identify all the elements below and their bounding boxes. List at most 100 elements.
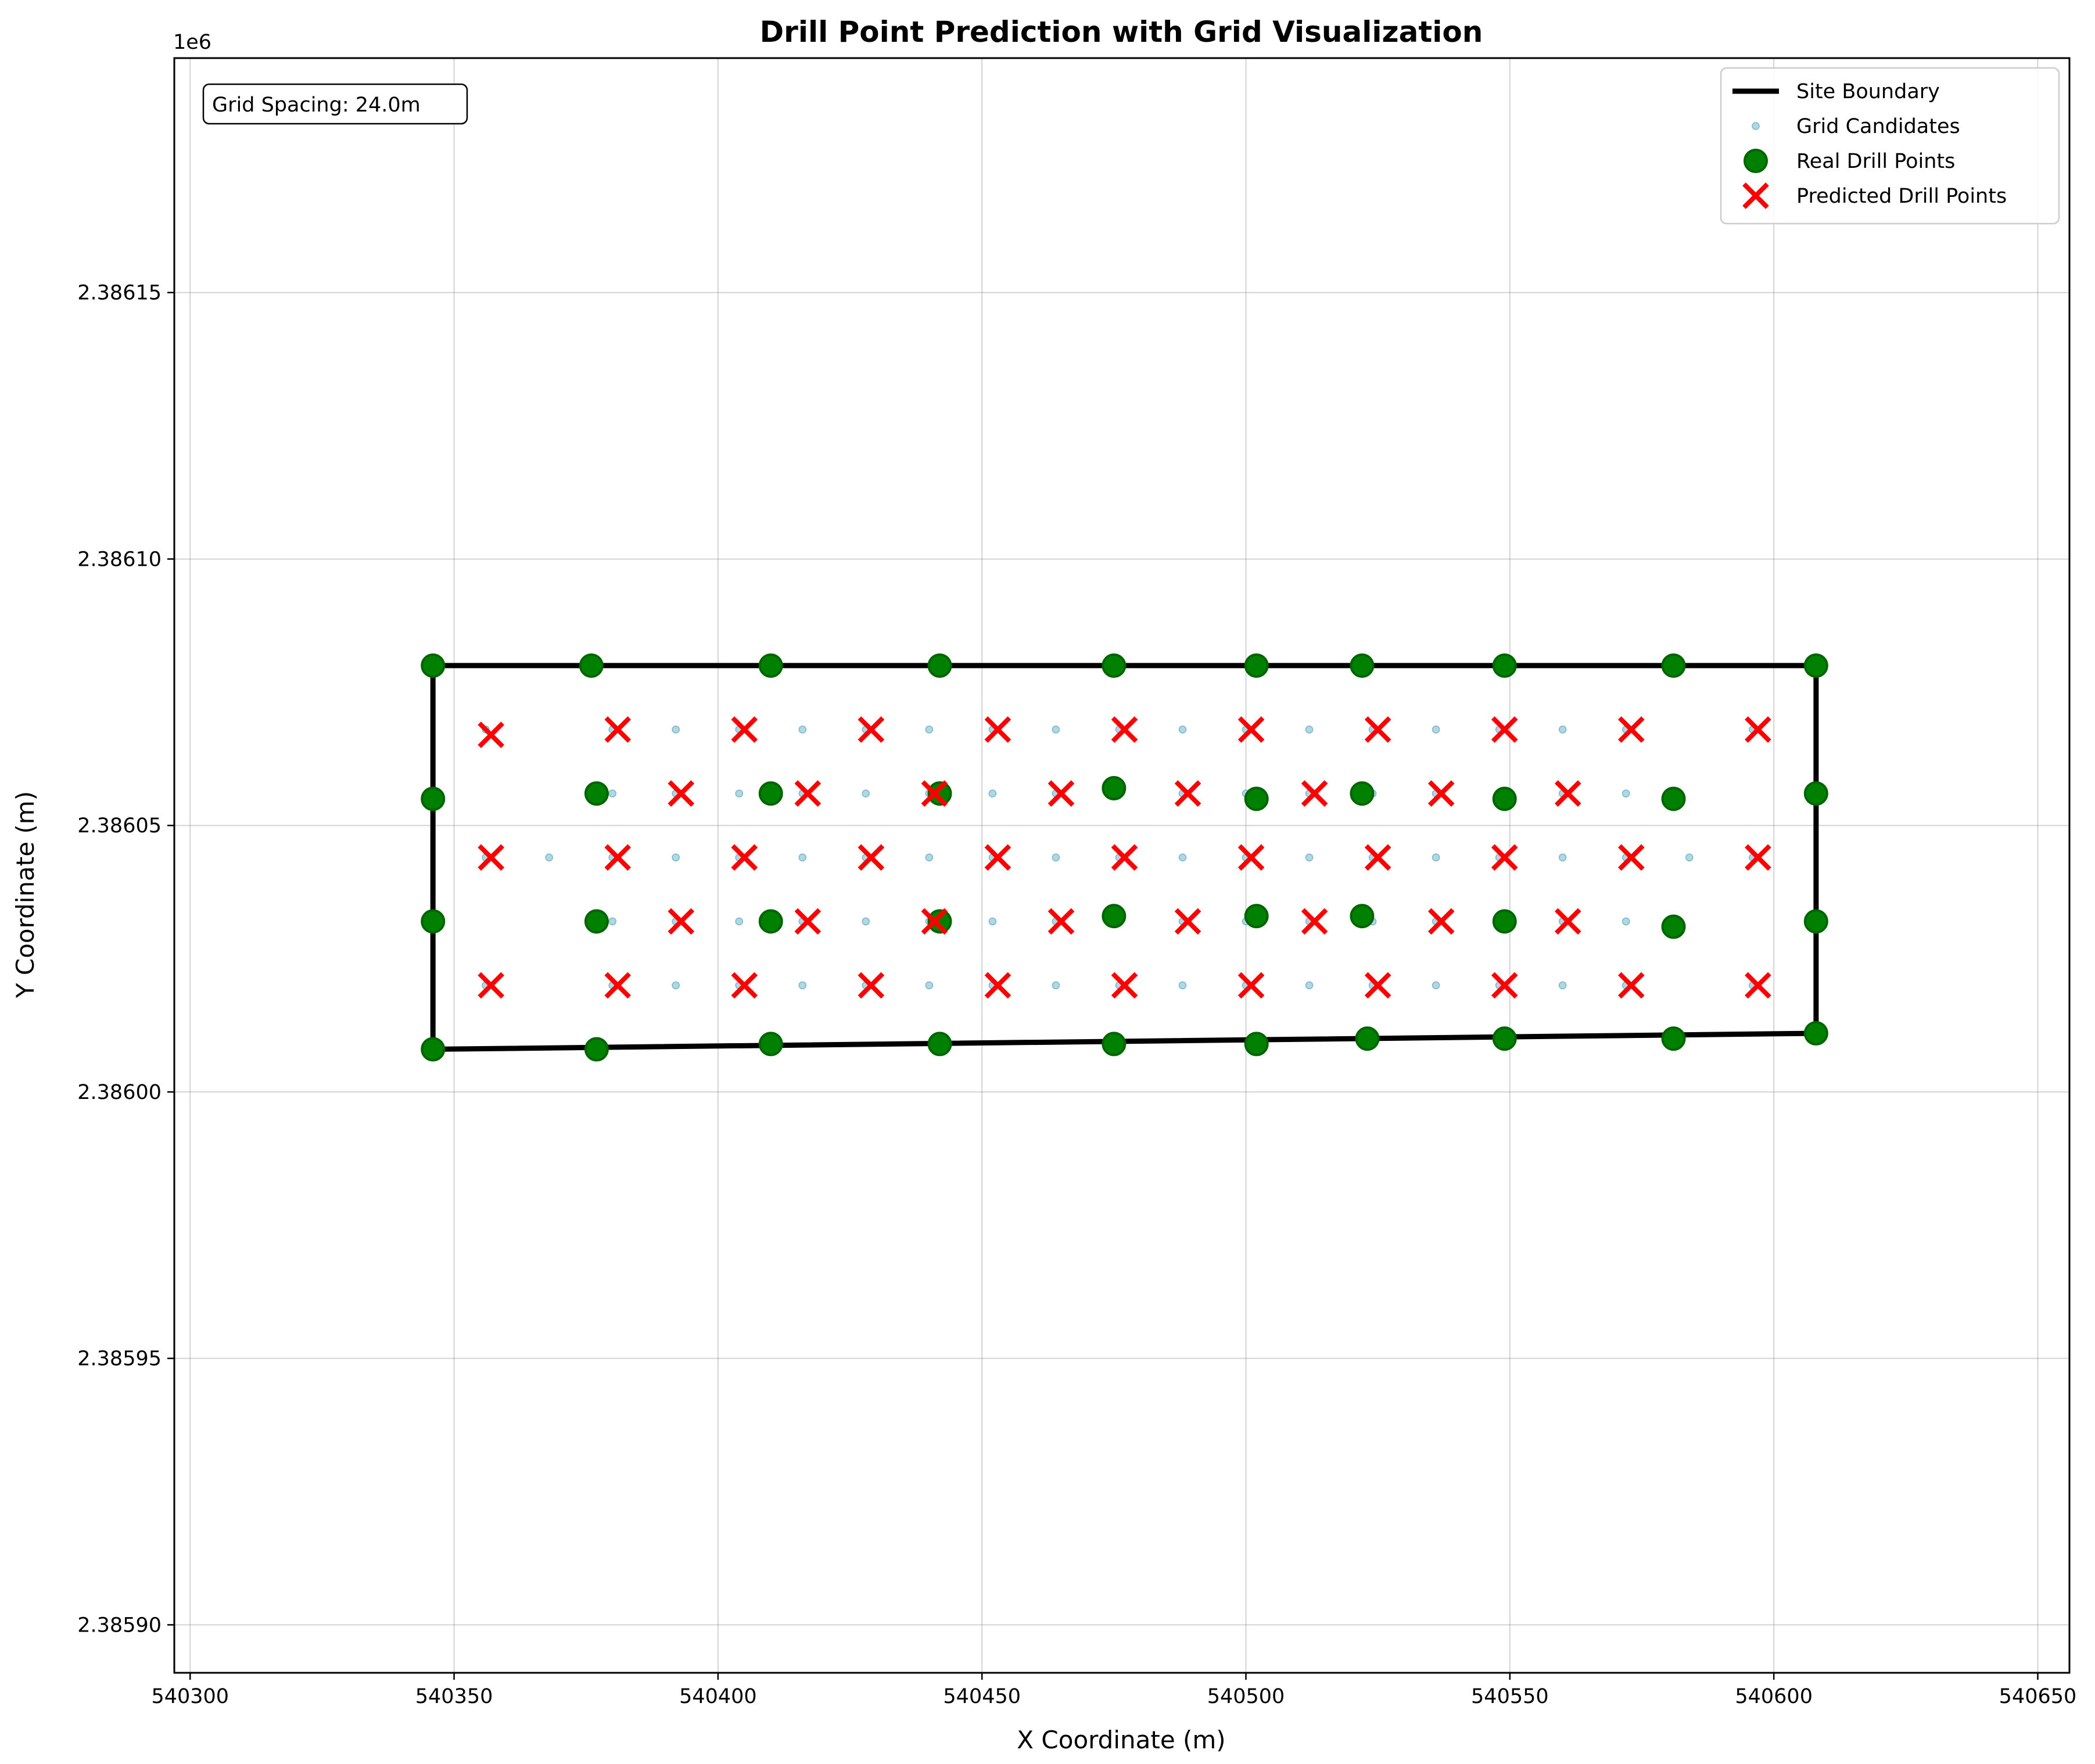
x-tick-label: 540350	[415, 1685, 493, 1708]
predicted-mark-stroke	[984, 716, 1011, 743]
grid-candidate-point	[862, 789, 870, 797]
real-drill-point	[758, 781, 783, 806]
predicted-drill-point	[1745, 716, 1771, 743]
predicted-mark-stroke	[604, 844, 632, 871]
predicted-drill-point	[1554, 780, 1581, 807]
grid-candidate-point	[1558, 981, 1567, 990]
predicted-mark-stroke	[794, 908, 822, 935]
real-drill-point	[1803, 653, 1828, 678]
predicted-mark-stroke	[478, 844, 505, 871]
grid-candidate-point	[672, 853, 680, 861]
x-tick-label: 540500	[1207, 1685, 1285, 1708]
predicted-mark-stroke	[1111, 972, 1138, 999]
y-tick-label: 2.38615	[77, 282, 162, 305]
predicted-mark-stroke	[921, 780, 948, 807]
grid-candidate-point	[1432, 981, 1440, 990]
x-tick-label: 540400	[679, 1685, 757, 1708]
predicted-mark-stroke	[1237, 972, 1265, 999]
real-drill-point	[927, 653, 952, 678]
grid-candidate-point	[672, 725, 680, 734]
real-drill-point	[1244, 1032, 1269, 1057]
predicted-mark-stroke	[1491, 844, 1518, 871]
predicted-mark-stroke	[1237, 844, 1265, 871]
predicted-drill-point	[478, 844, 505, 871]
predicted-drill-point	[858, 844, 885, 871]
predicted-mark-stroke	[1364, 844, 1391, 871]
real-drill-point	[584, 909, 609, 934]
grid-candidate-point	[1558, 853, 1567, 861]
x-tick-label: 540450	[943, 1685, 1021, 1708]
predicted-mark-stroke	[1174, 908, 1201, 935]
grid-candidate-point	[1052, 853, 1060, 861]
real-drill-point	[1244, 904, 1269, 929]
grid-spacing-annotation: Grid Spacing: 24.0m	[202, 83, 468, 125]
predicted-mark-stroke	[1301, 780, 1328, 807]
grid-candidate-point	[798, 725, 807, 734]
x-tick-label: 540650	[1999, 1685, 2077, 1708]
x-tick-label: 540550	[1471, 1685, 1549, 1708]
predicted-mark-stroke	[1364, 972, 1391, 999]
legend-predicted-stroke	[1742, 182, 1769, 209]
predicted-mark-stroke	[794, 780, 822, 807]
real-drill-point	[927, 781, 952, 806]
predicted-mark-stroke	[1427, 908, 1455, 935]
grid-candidate-point	[1052, 725, 1060, 734]
grid-candidate-point	[1432, 853, 1440, 861]
grid-candidate-point	[988, 917, 997, 926]
predicted-mark-stroke	[1301, 908, 1328, 935]
x-tick-label: 540600	[1735, 1685, 1813, 1708]
predicted-mark-stroke	[1048, 780, 1075, 807]
real-drill-point	[1102, 775, 1127, 800]
grid-candidate-point	[1432, 725, 1440, 734]
grid-candidate-point	[1622, 917, 1630, 926]
predicted-drill-point	[1237, 716, 1265, 743]
predicted-drill-point	[1237, 972, 1265, 999]
legend-label: Grid Candidates	[1796, 115, 1960, 138]
real-drill-point	[927, 909, 952, 934]
predicted-drill-point	[921, 780, 948, 807]
predicted-drill-point	[604, 716, 632, 743]
grid-candidate-point	[925, 853, 934, 861]
grid-candidate-point	[1178, 981, 1187, 990]
grid-candidate-point	[862, 917, 870, 926]
predicted-drill-point	[1111, 972, 1138, 999]
predicted-mark-stroke	[731, 716, 758, 743]
axes-layer: 540300 540350 540400 540450 540500 540550 5406…	[77, 57, 2077, 1708]
grid-candidate-point	[798, 981, 807, 990]
predicted-drill-point	[668, 780, 695, 807]
y-offset-label: 1e6	[173, 31, 211, 54]
predicted-drill-point	[668, 908, 695, 935]
legend-real-swatch	[1744, 149, 1768, 173]
predicted-drill-point	[794, 780, 822, 807]
real-drill-point	[584, 1037, 609, 1062]
chart-title: Drill Point Prediction with Grid Visuali…	[760, 15, 1483, 49]
predicted-drill-point	[1364, 716, 1391, 743]
grid-candidate-point	[1052, 981, 1060, 990]
predicted-mark-stroke	[1554, 780, 1581, 807]
predicted-mark-stroke	[1427, 780, 1455, 807]
predicted-mark-stroke	[1491, 972, 1518, 999]
grid-candidate-point	[1622, 789, 1630, 797]
real-drill-point	[584, 781, 609, 806]
predicted-mark-stroke	[1745, 716, 1771, 743]
real-drill-point	[1244, 653, 1269, 678]
real-drill-point	[1350, 653, 1375, 678]
predicted-mark-stroke	[984, 844, 1011, 871]
predicted-drill-point	[1618, 716, 1645, 743]
real-drill-point	[1492, 909, 1517, 934]
predicted-drill-point	[1301, 780, 1328, 807]
predicted-drill-point	[1301, 908, 1328, 935]
axes-frame	[173, 57, 2071, 1674]
y-tick-label: 2.38600	[77, 1081, 162, 1104]
real-drill-point	[1102, 904, 1127, 929]
predicted-drill-point	[1491, 972, 1518, 999]
grid-candidate-point	[925, 725, 934, 734]
predicted-mark-stroke	[1237, 716, 1265, 743]
plot-layer	[421, 653, 1828, 1062]
predicted-mark-stroke	[1364, 716, 1391, 743]
predicted-mark-stroke	[668, 780, 695, 807]
real-drill-point	[421, 786, 446, 811]
grid-candidate-point	[1178, 853, 1187, 861]
y-tick-label: 2.38590	[77, 1614, 162, 1637]
